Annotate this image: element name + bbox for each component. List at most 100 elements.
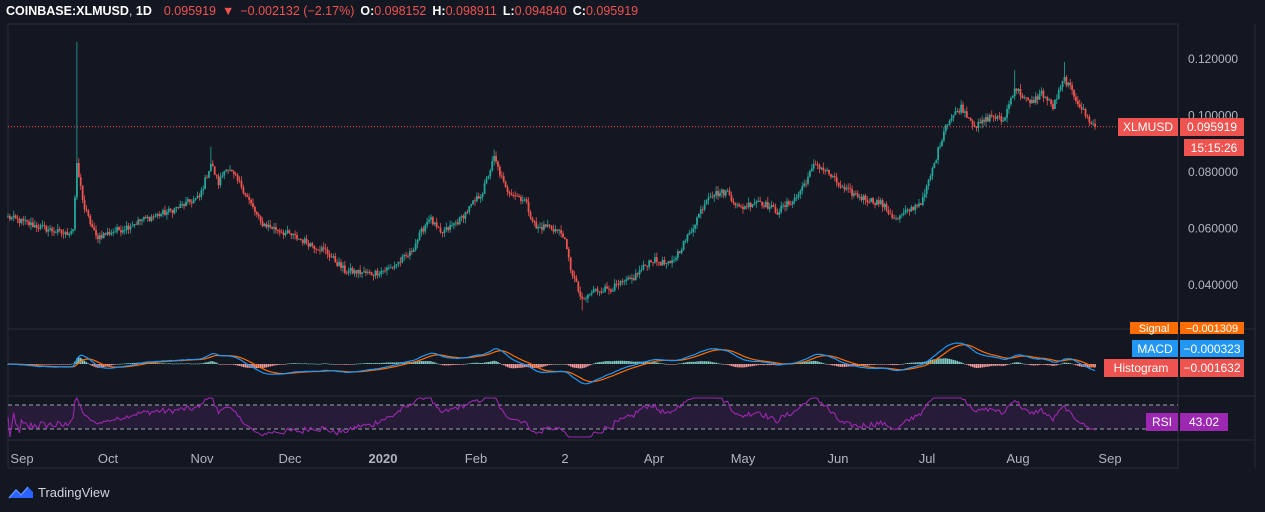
macd-value-bg	[1180, 340, 1244, 357]
histogram-bar	[887, 364, 890, 365]
histogram-bar	[284, 364, 287, 365]
histogram-bar	[1025, 364, 1027, 365]
candle-body	[81, 185, 84, 201]
candle-body	[1015, 88, 1018, 91]
candle-body	[317, 249, 319, 251]
candle-body	[831, 176, 834, 177]
histogram-bar	[129, 363, 132, 364]
histogram-bar	[958, 361, 961, 364]
candle-body	[424, 225, 427, 232]
histogram-bar	[1071, 363, 1073, 365]
histogram-bar	[269, 364, 272, 367]
histogram-bar	[481, 363, 484, 364]
candle-body	[623, 281, 626, 282]
histogram-bar	[571, 364, 574, 368]
candle-body	[420, 228, 423, 233]
candle-body	[120, 230, 122, 233]
candle-body	[366, 271, 369, 273]
candle-body	[759, 200, 762, 202]
low-label: L:	[502, 4, 515, 18]
histogram-bar	[108, 364, 111, 366]
candle-body	[787, 201, 790, 205]
histogram-bar	[152, 363, 155, 364]
candle-body	[181, 204, 184, 205]
symbol-name[interactable]: COINBASE:XLMUSD	[6, 4, 129, 18]
candle-body	[711, 196, 714, 198]
histogram-bar	[319, 363, 321, 365]
candle-body	[242, 187, 245, 194]
candle-body	[621, 281, 624, 282]
histogram-bar	[994, 364, 997, 366]
candle-body	[374, 270, 377, 276]
histogram-bar	[439, 364, 442, 365]
candle-body	[596, 288, 599, 292]
candle-body	[937, 147, 940, 161]
candle-body	[458, 217, 461, 225]
candle-body	[219, 176, 222, 186]
candle-body	[753, 203, 756, 205]
histogram-bar	[753, 364, 756, 366]
histogram-bar	[242, 364, 245, 368]
candle-body	[472, 200, 474, 205]
candle-body	[719, 193, 721, 196]
candle-body	[326, 249, 329, 255]
candle-body	[160, 214, 163, 217]
histogram-bar	[707, 361, 710, 364]
histogram-bar	[690, 361, 693, 364]
candle-body	[770, 205, 773, 207]
candle-body	[454, 222, 457, 224]
candle-body	[1019, 89, 1022, 96]
candle-body	[368, 271, 371, 273]
candle-body	[227, 169, 229, 171]
histogram-bar	[809, 361, 811, 364]
time-axis[interactable]: Sep Oct Nov Dec 2020 Feb 2 Apr May Jun Jul Aug Sep	[10, 451, 1121, 466]
candle-body	[41, 225, 44, 226]
candle-body	[75, 163, 78, 198]
histogram-bar	[615, 360, 618, 364]
histogram-bar	[495, 361, 497, 364]
candle-body	[1071, 85, 1074, 91]
histogram-bar	[523, 364, 526, 368]
histogram-bar	[110, 364, 113, 366]
candle-body	[359, 270, 362, 274]
histogram-bar	[837, 364, 840, 367]
candle-body	[839, 185, 842, 188]
candle-body	[1050, 99, 1052, 104]
histogram-bar	[989, 364, 991, 367]
histogram-bar	[1019, 362, 1022, 364]
candle-body	[271, 227, 274, 229]
time-tick-label: Jul	[919, 451, 936, 466]
candle-body	[91, 224, 94, 228]
histogram-bar	[183, 363, 185, 365]
candle-body	[918, 203, 920, 207]
candle-body	[474, 200, 476, 202]
candle-body	[728, 190, 731, 196]
histogram-bar	[732, 364, 735, 367]
histogram-bar	[397, 362, 400, 364]
candle-body	[828, 169, 830, 175]
candle-body	[1078, 104, 1081, 108]
tradingview-logo-icon[interactable]	[8, 484, 34, 500]
histogram-bar	[298, 363, 300, 364]
candle-body	[709, 196, 712, 198]
histogram-bar	[384, 362, 386, 364]
candle-body	[763, 205, 765, 207]
candle-body	[188, 199, 191, 202]
histogram-bar	[818, 361, 821, 364]
tradingview-brand[interactable]: TradingView	[38, 484, 110, 500]
candle-body	[849, 188, 852, 190]
candle-body	[985, 117, 987, 122]
histogram-bar	[133, 362, 136, 364]
histogram-bar	[577, 364, 580, 369]
candle-body	[141, 219, 143, 222]
candle-body	[125, 225, 128, 231]
candle-body	[263, 223, 266, 227]
histogram-bar	[734, 364, 737, 368]
interval-label[interactable]: 1D	[135, 4, 152, 18]
candle-body	[636, 273, 639, 275]
candle-body	[732, 200, 735, 203]
candle-body	[43, 225, 46, 226]
histogram-bar	[252, 364, 254, 369]
